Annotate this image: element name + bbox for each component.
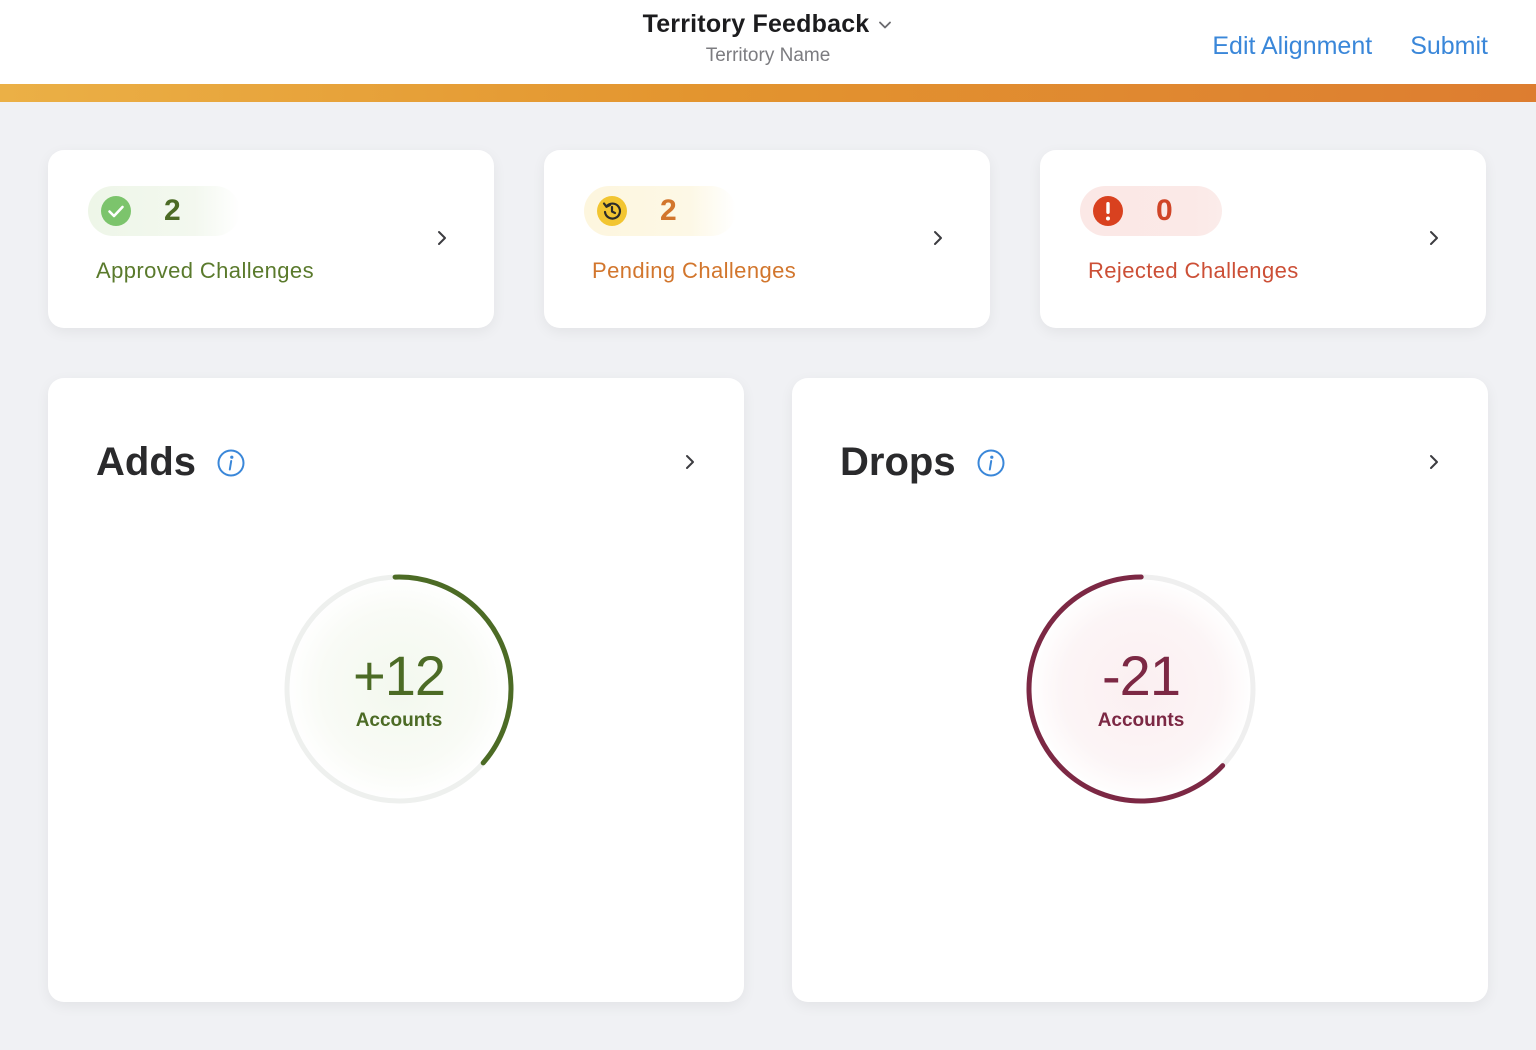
approved-count: 2 [164,194,181,227]
accent-bar [0,84,1536,102]
chevron-right-icon [438,231,446,245]
adds-progress-ring: +12 Accounts [274,564,524,814]
approved-count-pill: 2 [88,186,240,236]
adds-header: Adds [96,440,246,485]
page-subtitle: Territory Name [705,45,831,66]
drops-progress-ring: -21 Accounts [1016,564,1266,814]
rejected-challenges-card[interactable]: 0 Rejected Challenges [1040,150,1486,328]
history-icon [597,196,627,226]
adds-ring-arc [284,574,514,804]
rejected-label: Rejected Challenges [1088,258,1299,283]
drops-title: Drops [840,440,956,484]
adds-card: Adds +12 Accounts [48,378,744,1002]
edit-alignment-button[interactable]: Edit Alignment [1212,32,1373,60]
pending-challenges-card[interactable]: 2 Pending Challenges [544,150,990,328]
header-actions: Edit Alignment Submit [1212,32,1488,61]
top-header: Territory Feedback Territory Name Edit A… [0,0,1536,84]
title-block: Territory Feedback Territory Name [0,10,1536,67]
check-circle-icon [101,196,131,226]
adds-unit: Accounts [355,710,443,731]
submit-button[interactable]: Submit [1410,32,1488,60]
chevron-right-icon [934,231,942,245]
pending-count: 2 [660,194,677,227]
info-icon[interactable] [216,448,246,478]
drops-header: Drops [840,440,1006,485]
drops-ring-arc [1026,574,1256,804]
drops-card: Drops -21 Accounts [792,378,1488,1002]
exclamation-circle-icon [1093,196,1123,226]
chevron-right-icon [1430,231,1438,245]
pending-count-pill: 2 [584,186,736,236]
rejected-count-pill: 0 [1080,186,1222,236]
drops-chevron-right-icon[interactable] [1426,450,1442,474]
adds-ring-center: +12 Accounts [274,564,524,814]
adds-title: Adds [96,440,196,484]
info-icon[interactable] [976,448,1006,478]
approved-label: Approved Challenges [96,258,314,283]
page-title: Territory Feedback [642,10,870,38]
drops-ring-center: -21 Accounts [1016,564,1266,814]
drops-value: -21 [1102,644,1181,707]
adds-value: +12 [353,644,446,707]
drops-unit: Accounts [1097,710,1185,731]
chevron-down-icon [879,21,892,28]
pending-label: Pending Challenges [592,258,797,283]
adds-chevron-right-icon[interactable] [682,450,698,474]
rejected-count: 0 [1156,194,1173,227]
title-dropdown[interactable]: Territory Feedback [643,10,894,39]
approved-challenges-card[interactable]: 2 Approved Challenges [48,150,494,328]
